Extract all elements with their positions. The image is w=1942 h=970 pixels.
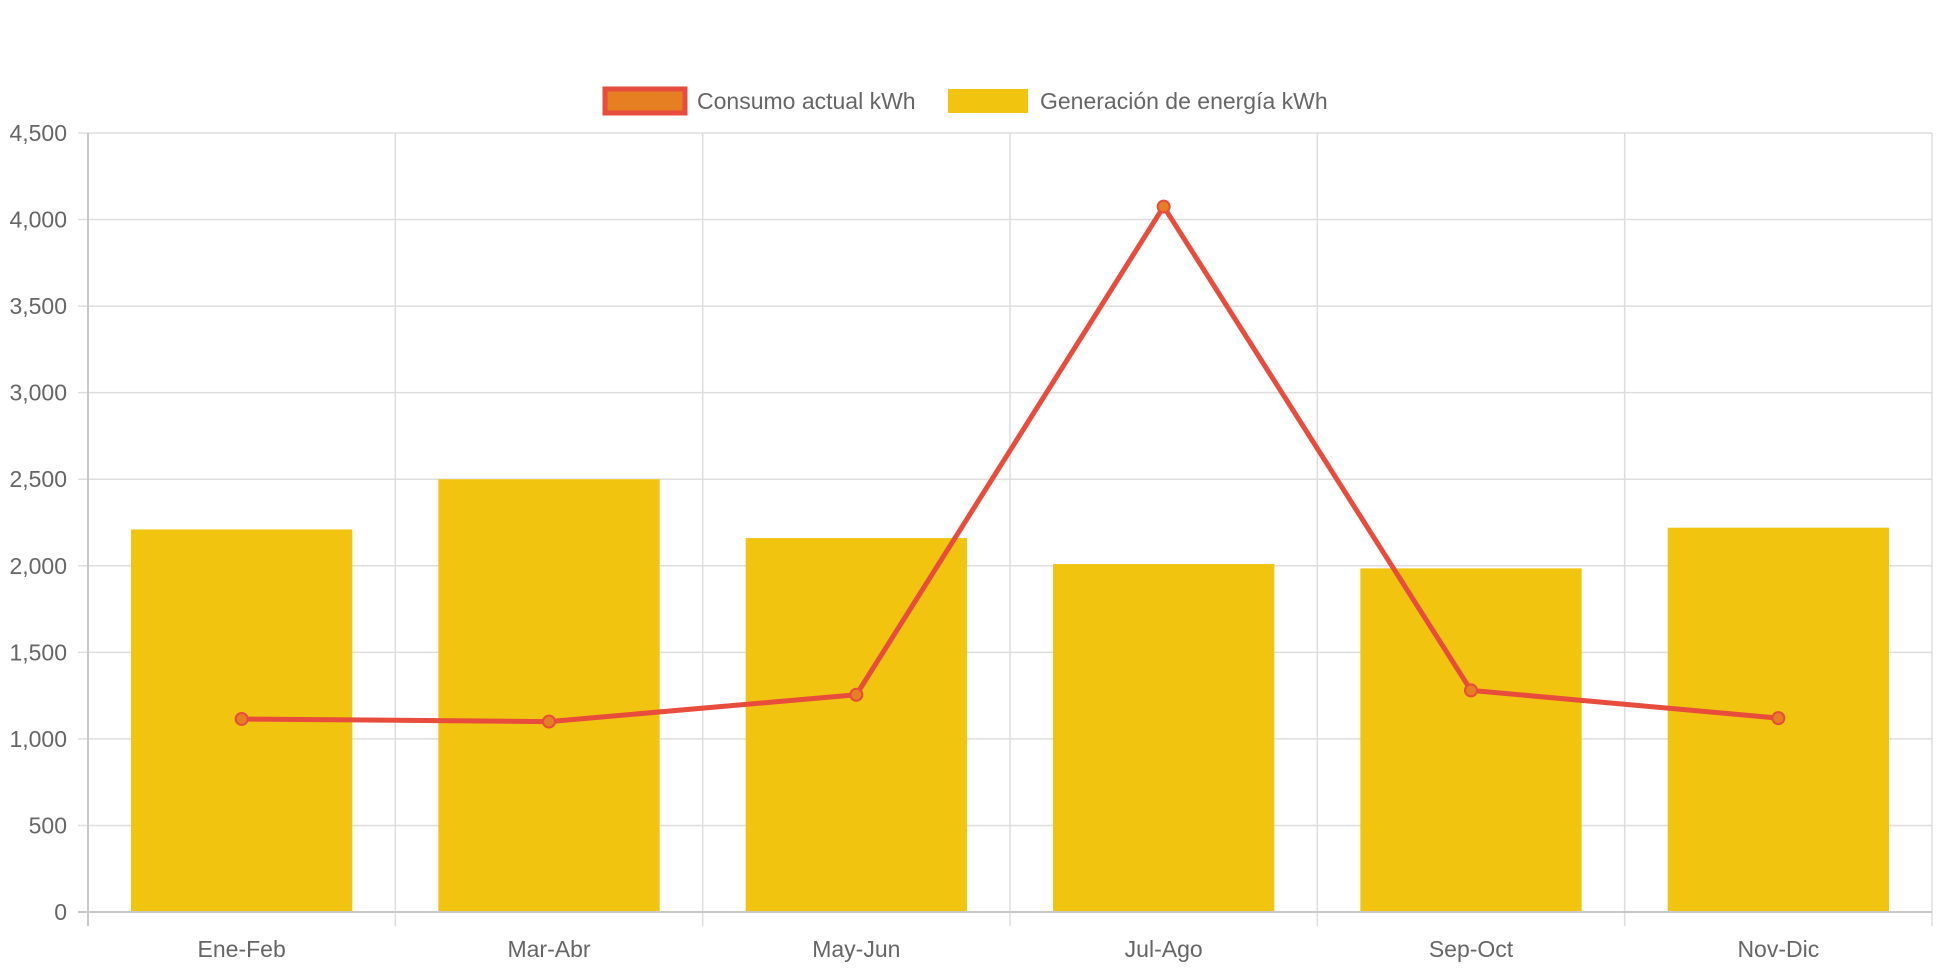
y-tick-label: 1,000 xyxy=(9,726,67,752)
grid xyxy=(78,132,1933,926)
y-tick-label: 2,000 xyxy=(9,553,67,579)
y-tick-label: 2,500 xyxy=(9,466,67,492)
x-tick-label: Ene-Feb xyxy=(198,936,286,962)
legend-item-bar[interactable]: Generación de energía kWh xyxy=(948,88,1328,114)
x-tick-label: Mar-Abr xyxy=(507,936,590,962)
series-line xyxy=(241,204,1779,725)
axes xyxy=(78,133,1932,926)
tick-labels: 0 500 1,000 1,500 2,000 2,500 3,000 3,500 4,000 4… xyxy=(9,120,1819,962)
y-tick-label: 4,000 xyxy=(9,207,67,233)
y-tick-label: 1,500 xyxy=(9,639,67,665)
bar xyxy=(1360,568,1582,912)
legend-swatch-line xyxy=(602,86,688,116)
line-point xyxy=(1156,199,1171,214)
line-series xyxy=(234,199,1786,729)
x-tick-label: Jul-Ago xyxy=(1125,936,1203,962)
legend-label-line: Consumo actual kWh xyxy=(697,88,916,114)
bar xyxy=(745,538,967,912)
line-point xyxy=(849,687,864,702)
legend-label-bar: Generación de energía kWh xyxy=(1040,88,1328,114)
legend-swatch-bar xyxy=(948,89,1028,113)
bar xyxy=(1053,564,1275,912)
legend-item-line[interactable]: Consumo actual kWh xyxy=(602,86,916,116)
x-tick-label: May-Jun xyxy=(812,936,900,962)
line-point xyxy=(234,711,249,726)
line-point xyxy=(1464,683,1478,698)
y-tick-label: 0 xyxy=(54,899,67,925)
line-point xyxy=(542,714,556,729)
y-tick-label: 3,000 xyxy=(9,380,67,406)
y-tick-label: 500 xyxy=(29,812,67,838)
x-tick-label: Sep-Oct xyxy=(1429,936,1514,962)
bar xyxy=(438,479,660,912)
y-tick-label: 3,500 xyxy=(9,293,67,319)
line-point xyxy=(1771,711,1786,726)
y-tick-label: 4,500 xyxy=(9,120,67,146)
legend: Consumo actual kWh Generación de energía… xyxy=(602,86,1328,116)
x-tick-label: Nov-Dic xyxy=(1737,936,1819,962)
